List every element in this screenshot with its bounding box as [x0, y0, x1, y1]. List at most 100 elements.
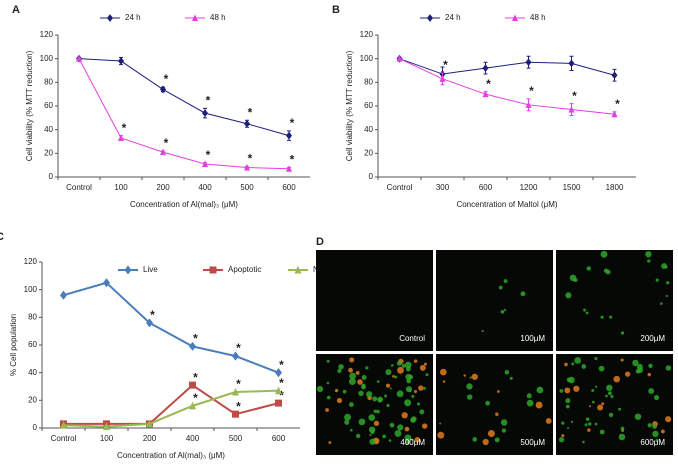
cell	[384, 394, 388, 398]
marker	[103, 422, 110, 431]
cell	[358, 418, 366, 426]
cell	[526, 399, 534, 407]
cell	[385, 383, 391, 388]
significance-mark: *	[122, 121, 127, 135]
cell	[389, 422, 395, 428]
marker	[275, 399, 282, 407]
cell	[600, 315, 604, 319]
cell	[369, 433, 372, 437]
cell	[501, 428, 507, 433]
marker	[189, 401, 196, 410]
cell	[348, 402, 354, 408]
cell	[565, 292, 572, 299]
cell	[592, 400, 595, 404]
marker	[482, 90, 489, 98]
cell	[559, 389, 564, 393]
cell	[386, 403, 390, 408]
significance-mark: *	[279, 388, 284, 402]
cell	[494, 437, 500, 443]
cell	[326, 381, 330, 385]
cell	[605, 394, 608, 398]
cell	[355, 433, 361, 439]
y-tick-label: 0	[369, 172, 374, 181]
y-tick-label: 100	[24, 285, 38, 294]
y-tick-label: 60	[364, 101, 373, 110]
cell	[620, 426, 625, 431]
micrograph	[436, 250, 553, 351]
cell	[397, 424, 404, 431]
x-tick-label: Control	[66, 183, 92, 192]
cell	[472, 437, 478, 442]
cell	[404, 426, 410, 432]
cell	[366, 391, 373, 398]
significance-mark: *	[193, 332, 198, 346]
cell	[382, 434, 386, 439]
cell	[636, 363, 643, 370]
marker	[209, 266, 217, 274]
cell	[589, 405, 592, 408]
image-label: 400μM	[400, 438, 425, 447]
cell	[466, 383, 473, 390]
cell	[413, 389, 418, 394]
cell	[609, 315, 613, 319]
x-tick-label: 400	[186, 434, 200, 443]
panel-label: C	[0, 231, 4, 243]
cell	[336, 397, 343, 404]
series-line	[63, 383, 279, 425]
cell	[585, 417, 590, 421]
cell	[526, 393, 532, 399]
marker	[107, 14, 113, 22]
cell	[585, 311, 589, 315]
y-tick-label: 60	[44, 101, 53, 110]
y-tick-label: 120	[40, 30, 54, 39]
cell	[620, 358, 624, 362]
marker	[275, 386, 282, 395]
cell	[410, 417, 416, 423]
cell	[342, 389, 347, 394]
cell	[567, 427, 570, 430]
cell	[594, 422, 598, 426]
cell	[349, 372, 356, 380]
marker	[160, 148, 166, 156]
x-tick-label: 200	[143, 434, 157, 443]
cell	[500, 309, 505, 314]
cell	[599, 429, 605, 435]
cell	[564, 387, 571, 394]
cell	[439, 422, 442, 425]
marker	[568, 59, 575, 68]
cell	[574, 357, 582, 364]
marker	[244, 119, 250, 128]
cell	[369, 438, 376, 445]
cell	[587, 428, 591, 432]
y-tick-label: 60	[28, 340, 37, 349]
cell	[357, 379, 363, 385]
series-line	[399, 58, 615, 115]
cell	[385, 369, 392, 376]
cell	[377, 396, 384, 403]
cell	[390, 364, 394, 367]
cell	[645, 251, 652, 258]
micrograph	[436, 354, 553, 455]
cell	[573, 385, 580, 392]
cell	[610, 394, 614, 399]
cell	[419, 409, 425, 415]
cell	[394, 375, 398, 379]
cell	[394, 429, 402, 437]
cell	[664, 265, 668, 269]
x-tick-label: 1800	[606, 183, 624, 192]
cell	[413, 359, 418, 363]
y-tick-label: 80	[28, 312, 37, 321]
series-line	[78, 58, 290, 170]
cell	[437, 431, 445, 439]
significance-mark: *	[236, 399, 241, 413]
series-line	[78, 58, 290, 137]
cell	[425, 373, 429, 377]
x-tick-label: 100	[114, 183, 128, 192]
marker	[146, 419, 153, 428]
marker	[232, 410, 239, 418]
cell	[620, 331, 625, 335]
marker	[286, 165, 292, 172]
marker	[294, 265, 302, 274]
marker	[611, 110, 618, 118]
